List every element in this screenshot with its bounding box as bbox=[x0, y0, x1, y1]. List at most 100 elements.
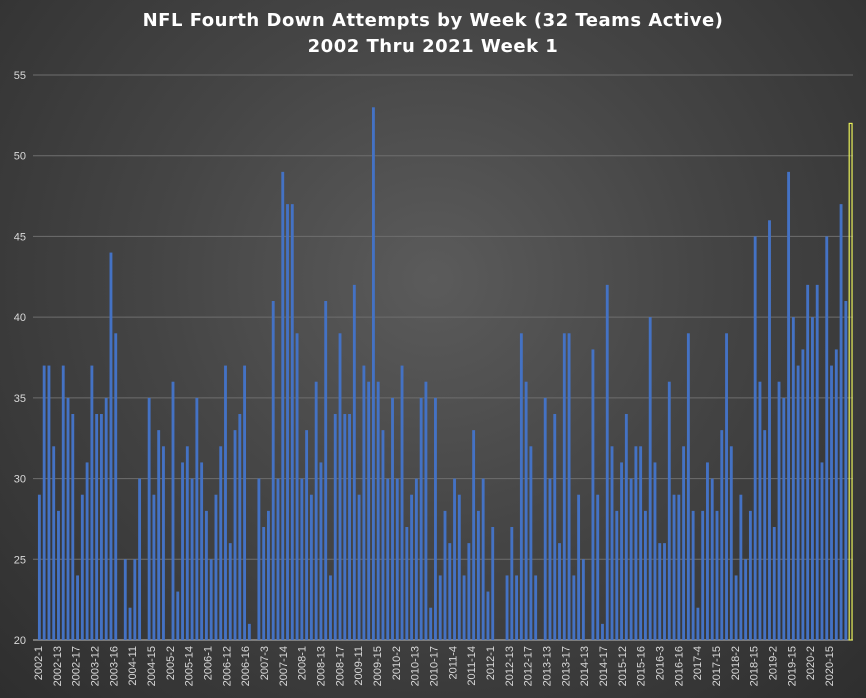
bar bbox=[52, 446, 56, 640]
bar bbox=[653, 462, 657, 640]
y-tick-label: 30 bbox=[14, 474, 26, 486]
bar bbox=[224, 365, 227, 640]
bar bbox=[443, 510, 447, 640]
bar bbox=[581, 559, 585, 640]
bar bbox=[123, 559, 127, 640]
x-tick-label: 2006-1 bbox=[203, 646, 215, 680]
bar bbox=[620, 462, 623, 640]
bar bbox=[701, 510, 705, 640]
x-tick-label: 2010-2 bbox=[391, 646, 403, 680]
x-tick-label: 2011-14 bbox=[466, 646, 478, 686]
bar bbox=[195, 397, 199, 640]
bar bbox=[309, 494, 313, 640]
y-tick-label: 25 bbox=[14, 554, 26, 566]
bar bbox=[562, 333, 566, 640]
bar bbox=[57, 510, 60, 640]
bar bbox=[639, 446, 643, 640]
x-tick-label: 2008-1 bbox=[297, 646, 309, 680]
bar bbox=[37, 494, 41, 640]
bar bbox=[386, 478, 390, 640]
y-tick-label: 35 bbox=[14, 393, 26, 405]
bar bbox=[162, 446, 165, 640]
bar bbox=[376, 381, 380, 640]
bar bbox=[228, 543, 232, 640]
y-axis-ticks: 20 25 30 35 40 45 50 55 bbox=[14, 70, 26, 647]
x-tick-label: 2002-1 bbox=[33, 646, 45, 680]
bar bbox=[491, 527, 495, 640]
x-tick-label: 2016-3 bbox=[655, 646, 667, 680]
bar bbox=[462, 575, 466, 640]
bar bbox=[467, 543, 471, 640]
bar bbox=[305, 430, 309, 640]
bar bbox=[290, 204, 294, 640]
y-tick-label: 20 bbox=[14, 635, 26, 647]
bar bbox=[371, 107, 375, 641]
bar bbox=[601, 623, 604, 640]
bar bbox=[71, 414, 75, 640]
x-tick-label: 2012-17 bbox=[523, 646, 535, 686]
bar bbox=[457, 494, 461, 640]
bar bbox=[200, 462, 204, 640]
x-tick-label: 2020-15 bbox=[824, 646, 836, 686]
bar bbox=[271, 301, 275, 640]
bar bbox=[295, 333, 299, 640]
bar bbox=[367, 381, 371, 640]
bar bbox=[820, 462, 824, 640]
chart-title: NFL Fourth Down Attempts by Week (32 Tea… bbox=[142, 10, 724, 31]
bar bbox=[247, 623, 251, 640]
x-tick-label: 2015-12 bbox=[617, 646, 629, 686]
x-axis-ticks: 2002-1 2002-13 2002-17 2003-12 2003-16 2004-1… bbox=[33, 646, 836, 686]
bar bbox=[104, 397, 108, 640]
bar bbox=[66, 397, 70, 640]
x-tick-label: 2020-2 bbox=[805, 646, 817, 680]
bar bbox=[209, 559, 213, 640]
bar bbox=[772, 527, 776, 640]
bar bbox=[85, 462, 89, 640]
bar bbox=[152, 494, 156, 640]
bar bbox=[763, 430, 767, 640]
bar bbox=[830, 365, 833, 640]
x-tick-label: 2008-17 bbox=[334, 646, 346, 686]
bar-series bbox=[37, 107, 853, 641]
bar bbox=[362, 365, 366, 640]
bar bbox=[61, 365, 65, 640]
x-tick-label: 2019-2 bbox=[768, 646, 780, 680]
x-tick-label: 2003-12 bbox=[90, 646, 102, 686]
bar bbox=[782, 397, 786, 640]
x-tick-label: 2014-17 bbox=[598, 646, 610, 686]
bar bbox=[553, 414, 557, 640]
x-tick-label: 2012-1 bbox=[485, 646, 497, 680]
bar bbox=[596, 494, 600, 640]
bar bbox=[391, 397, 394, 640]
y-tick-label: 45 bbox=[14, 231, 26, 243]
bar bbox=[672, 494, 676, 640]
x-tick-label: 2006-16 bbox=[240, 646, 252, 686]
bar bbox=[486, 591, 490, 640]
bar bbox=[734, 575, 738, 640]
bar bbox=[796, 365, 800, 640]
bar bbox=[519, 333, 523, 640]
bar bbox=[324, 301, 328, 640]
bar bbox=[214, 494, 218, 640]
bar bbox=[76, 575, 79, 640]
bar bbox=[185, 446, 189, 640]
bar bbox=[147, 397, 151, 640]
x-tick-label: 2014-13 bbox=[579, 646, 591, 686]
bar bbox=[286, 204, 289, 640]
bar bbox=[643, 510, 647, 640]
x-tick-label: 2017-15 bbox=[711, 646, 723, 686]
x-tick-label: 2017-4 bbox=[692, 646, 704, 680]
x-tick-label: 2003-16 bbox=[108, 646, 120, 686]
bar bbox=[825, 236, 829, 640]
bar bbox=[567, 333, 571, 640]
x-tick-label: 2009-11 bbox=[353, 646, 365, 686]
bar bbox=[729, 446, 733, 640]
bar bbox=[238, 414, 242, 640]
bar bbox=[424, 381, 428, 640]
bar bbox=[624, 414, 628, 640]
x-tick-label: 2004-11 bbox=[127, 646, 139, 686]
bar bbox=[510, 527, 514, 640]
x-tick-label: 2016-16 bbox=[673, 646, 685, 686]
bar bbox=[181, 462, 184, 640]
bar bbox=[243, 365, 247, 640]
